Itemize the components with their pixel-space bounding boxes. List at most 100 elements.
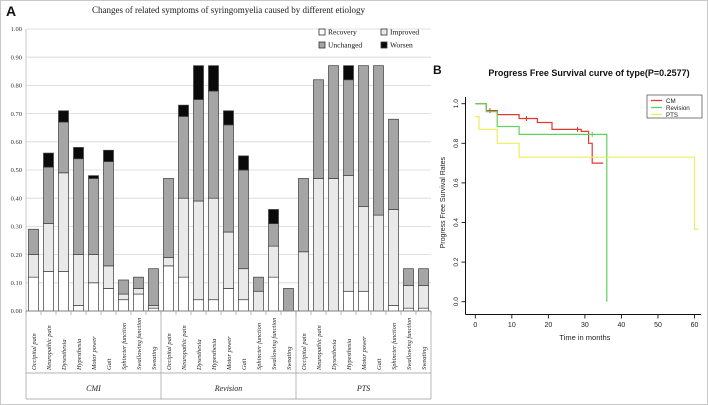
category-label: Dysesthesia <box>331 339 338 371</box>
category-label: Dysesthesia <box>61 339 68 371</box>
bar-segment-unchanged <box>73 158 84 255</box>
bar-segment-improved <box>163 257 174 267</box>
bar-segment-worsen <box>73 147 84 160</box>
bar-segment-worsen <box>268 209 279 224</box>
bar-segment-improved <box>133 288 144 295</box>
bar-segment-recovery <box>268 276 279 312</box>
bar-segment-improved <box>178 197 189 278</box>
bar-segment-improved <box>358 206 369 292</box>
bar-segment-recovery <box>58 271 69 312</box>
bar-segment-recovery <box>133 293 144 312</box>
bar-segment-unchanged <box>388 118 399 210</box>
bar-segment-unchanged <box>28 228 39 255</box>
bar-segment-worsen <box>208 65 219 92</box>
legend-label: Worsen <box>390 41 413 50</box>
y-tick-label: 0.20 <box>11 252 22 259</box>
bar-segment-recovery <box>208 299 219 312</box>
category-label: Sweating <box>286 346 293 370</box>
bar-segment-recovery <box>358 290 369 312</box>
category-label: Sphincter function <box>391 323 398 370</box>
bar-segment-improved <box>373 214 384 312</box>
category-label: Sphincter function <box>121 323 128 370</box>
bar-segment-improved <box>298 251 309 312</box>
bar-segment-improved <box>148 305 159 309</box>
y-tick-label: 0.60 <box>11 139 22 146</box>
bar-segment-recovery <box>43 271 54 312</box>
bar-segment-unchanged <box>328 65 339 179</box>
bar-segment-unchanged <box>178 116 189 199</box>
panel-b-label: B <box>433 63 442 77</box>
b-x-tick-label: 10 <box>508 322 516 329</box>
survival-curve-pts <box>475 115 699 230</box>
y-tick-label: 0.80 <box>11 83 22 90</box>
bar-segment-recovery <box>388 305 399 312</box>
category-label: Swallowing function <box>271 318 278 370</box>
bar-segment-worsen <box>88 175 99 179</box>
b-x-axis-title: Time in months <box>559 333 610 342</box>
category-label: Motor power <box>361 336 368 371</box>
legend-swatch-unchanged <box>318 41 326 49</box>
bar-segment-improved <box>28 254 39 278</box>
category-label: Gait <box>376 358 383 370</box>
bar-segment-unchanged <box>298 178 309 253</box>
bar-segment-worsen <box>343 65 354 81</box>
legend-swatch-improved <box>380 28 388 36</box>
bar-segment-unchanged <box>223 124 234 233</box>
category-label: Motor power <box>91 336 98 371</box>
y-tick-label: 0.90 <box>11 54 22 61</box>
group-label: CMI <box>86 384 101 393</box>
bar-segment-recovery <box>223 288 234 312</box>
b-y-tick-label: 0.8 <box>453 138 460 147</box>
bar-segment-improved <box>238 268 249 301</box>
bar-segment-unchanged <box>403 268 414 286</box>
survival-curve-cm <box>475 103 604 164</box>
bar-segment-recovery <box>28 276 39 312</box>
bar-segment-improved <box>328 178 339 312</box>
bar-segment-improved <box>343 175 354 292</box>
y-tick-label: 0.40 <box>11 195 22 202</box>
bar-segment-improved <box>388 209 399 306</box>
bar-segment-improved <box>268 245 279 278</box>
b-legend-label: Revision <box>666 105 690 112</box>
bar-segment-unchanged <box>283 288 294 312</box>
bar-segment-recovery <box>343 290 354 312</box>
b-x-tick-label: 0 <box>473 322 477 329</box>
category-label: Swallowing function <box>406 318 413 370</box>
bar-segment-unchanged <box>253 276 264 292</box>
b-x-tick-label: 20 <box>544 322 552 329</box>
bar-segment-improved <box>43 223 54 272</box>
b-legend-label: PTS <box>666 112 678 119</box>
y-tick-label: 0.00 <box>11 308 22 315</box>
bar-segment-recovery <box>103 288 114 312</box>
bar-segment-improved <box>73 254 84 306</box>
bar-segment-unchanged <box>343 79 354 176</box>
category-label: Gait <box>106 358 113 370</box>
category-label: Neuropathic pain <box>181 325 188 371</box>
bar-segment-unchanged <box>238 169 249 270</box>
group-label: PTS <box>356 384 370 393</box>
bar-segment-unchanged <box>133 276 144 289</box>
bar-segment-recovery <box>238 299 249 312</box>
legend-label: Recovery <box>328 28 357 37</box>
bar-segment-unchanged <box>58 121 69 174</box>
b-x-tick-label: 60 <box>691 322 699 329</box>
bar-segment-improved <box>403 285 414 309</box>
bar-segment-improved <box>208 197 219 301</box>
bar-segment-worsen <box>43 152 54 168</box>
survival-curve-revision <box>475 103 608 302</box>
category-label: Hypesthesia <box>211 339 218 371</box>
bar-segment-improved <box>88 254 99 284</box>
bar-segment-unchanged <box>313 79 324 179</box>
bar-segment-recovery <box>118 299 129 312</box>
category-label: Occipital pain <box>31 333 38 370</box>
category-label: Sphincter function <box>256 323 263 370</box>
bar-segment-worsen <box>223 110 234 126</box>
bar-segment-worsen <box>193 65 204 100</box>
b-x-tick-label: 30 <box>581 322 589 329</box>
bar-segment-worsen <box>238 155 249 171</box>
b-y-tick-label: 0.4 <box>453 218 460 227</box>
bar-segment-recovery <box>73 305 84 312</box>
category-label: Motor power <box>226 336 233 371</box>
bar-segment-improved <box>253 290 264 312</box>
